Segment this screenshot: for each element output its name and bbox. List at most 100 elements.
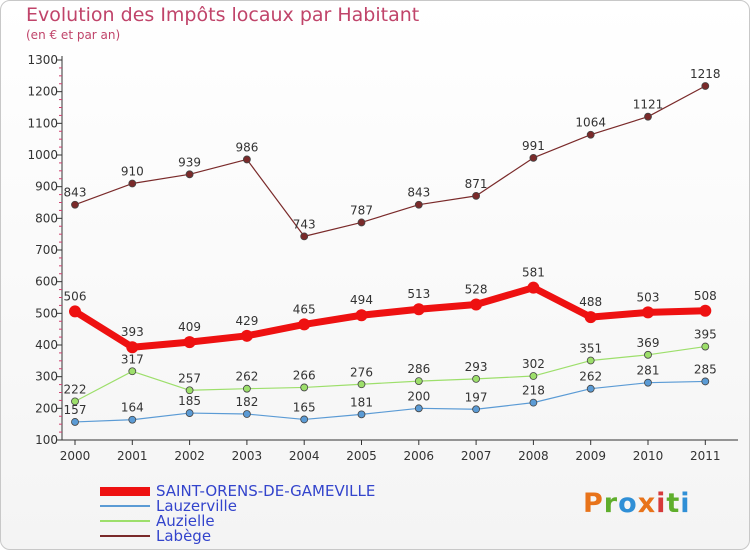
data-label: 351: [579, 342, 602, 356]
series-line: [74, 345, 706, 402]
data-point: [128, 179, 137, 188]
data-label-layer: 157 164 185 182 165 181 200 197 218 262 281 285 222 3…: [64, 67, 721, 417]
data-point: [240, 329, 253, 342]
series-layer: [69, 82, 712, 426]
data-point: [699, 304, 712, 317]
logo-letter: P: [583, 488, 604, 519]
data-point: [414, 200, 423, 209]
data-label: 939: [178, 155, 201, 169]
data-label: 393: [121, 325, 144, 339]
series-line: [74, 85, 706, 237]
data-point: [185, 409, 194, 417]
data-point: [644, 378, 652, 387]
x-tick-label: 2007: [461, 449, 492, 463]
chart-subtitle: (en € et par an): [26, 28, 121, 42]
data-point: [644, 350, 652, 359]
legend-swatch: [100, 520, 150, 522]
y-tick-label: 1100: [27, 116, 58, 130]
data-label: 429: [235, 314, 258, 328]
series-1: [71, 377, 710, 426]
logo-letter: x: [637, 488, 657, 519]
series-3: [71, 82, 710, 241]
data-label: 266: [293, 368, 316, 382]
data-label: 222: [64, 382, 87, 396]
data-point: [357, 218, 366, 227]
data-label: 506: [64, 289, 87, 303]
y-tick-label: 400: [35, 338, 58, 352]
data-point: [529, 372, 538, 380]
data-label: 743: [293, 217, 316, 231]
data-label: 281: [637, 364, 660, 378]
data-point: [701, 377, 710, 386]
x-tick-label: 2008: [518, 449, 549, 463]
proxiti-logo: Proxiti: [583, 488, 691, 519]
x-tick-label: 2011: [690, 449, 721, 463]
y-tick-label: 800: [35, 211, 58, 225]
data-label: 200: [407, 389, 430, 403]
data-label: 1121: [633, 98, 664, 112]
data-point: [527, 281, 540, 294]
legend-swatch: [100, 486, 150, 496]
data-point: [472, 191, 481, 200]
data-label: 465: [293, 302, 316, 316]
data-point: [584, 311, 597, 324]
axes: 100 200 300 400 500 600 700 800 900 1000 1100 1200 1…: [27, 53, 738, 463]
data-label: 218: [522, 384, 545, 398]
y-tick-label: 1000: [27, 148, 58, 162]
data-point: [414, 404, 423, 413]
data-label: 293: [465, 360, 488, 374]
data-label: 513: [407, 287, 430, 301]
logo-letter: r: [603, 488, 619, 519]
legend-label: Auzielle: [156, 512, 215, 530]
data-point: [242, 155, 251, 164]
x-tick-label: 2010: [633, 449, 664, 463]
x-tick-label: 2004: [289, 449, 320, 463]
series-line: [71, 284, 709, 351]
data-point: [357, 410, 366, 419]
data-label: 257: [178, 371, 201, 385]
data-point: [414, 377, 423, 386]
y-tick-label: 600: [35, 275, 58, 289]
data-label: 503: [637, 290, 660, 304]
series-0: [69, 281, 712, 354]
logo-letter: i: [680, 488, 691, 519]
y-tick-label: 100: [35, 433, 58, 447]
data-point: [412, 303, 425, 316]
data-label: 181: [350, 395, 373, 409]
data-label: 986: [235, 140, 258, 154]
data-point: [128, 367, 137, 376]
data-label: 787: [350, 203, 373, 217]
data-point: [355, 309, 368, 322]
x-tick-label: 2002: [174, 449, 205, 463]
data-label: 369: [637, 336, 660, 350]
data-label: 409: [178, 320, 201, 334]
y-tick-label: 300: [35, 370, 58, 384]
data-point: [185, 170, 194, 179]
x-tick-label: 2009: [575, 449, 606, 463]
legend-swatch: [100, 505, 150, 507]
data-point: [71, 397, 79, 406]
data-point: [69, 305, 81, 318]
data-label: 165: [293, 400, 316, 414]
data-point: [586, 130, 595, 139]
x-tick-label: 2000: [60, 449, 91, 463]
data-point: [185, 386, 194, 395]
x-tick-label: 2003: [232, 449, 263, 463]
data-label: 871: [465, 177, 488, 191]
data-point: [529, 398, 538, 407]
data-point: [126, 341, 139, 354]
y-tick-label: 1300: [27, 53, 58, 67]
data-label: 276: [350, 365, 373, 379]
data-point: [529, 153, 538, 162]
data-point: [183, 336, 196, 349]
data-label: 1064: [575, 116, 606, 130]
data-point: [642, 306, 654, 319]
legend-label: SAINT-ORENS-DE-GAMEVILLE: [156, 482, 376, 500]
data-label: 262: [235, 370, 258, 384]
data-label: 185: [178, 394, 201, 408]
data-point: [701, 342, 710, 351]
data-label: 910: [121, 165, 144, 179]
data-label: 286: [407, 362, 430, 376]
